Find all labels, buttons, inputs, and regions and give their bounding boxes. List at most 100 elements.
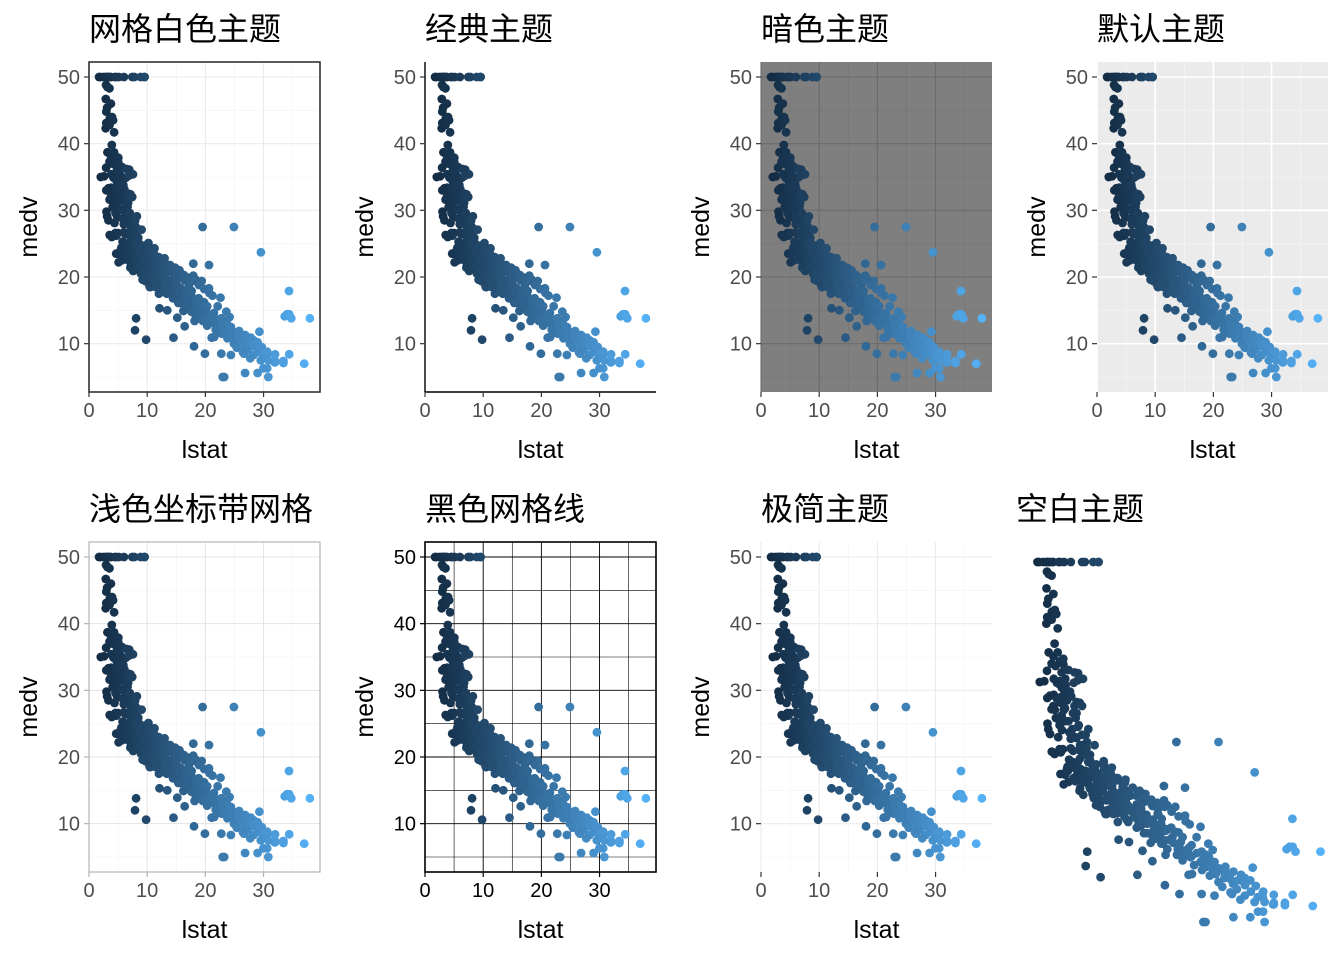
- data-point: [1056, 692, 1066, 702]
- data-point: [1137, 72, 1147, 82]
- data-point: [246, 333, 256, 343]
- data-point: [1174, 285, 1184, 295]
- data-point: [99, 651, 109, 661]
- data-point: [172, 313, 182, 323]
- data-point: [101, 107, 111, 117]
- data-point: [1042, 619, 1051, 628]
- data-point: [1206, 222, 1215, 232]
- x-tick-label: 20: [194, 400, 216, 422]
- data-point: [119, 707, 129, 717]
- data-point: [218, 372, 228, 382]
- data-point: [641, 793, 651, 803]
- data-point: [99, 171, 109, 181]
- y-tick-label: 50: [394, 67, 416, 89]
- data-point: [777, 83, 786, 93]
- data-point: [1203, 839, 1213, 848]
- data-point: [162, 785, 172, 795]
- data-point: [444, 639, 453, 649]
- data-point: [460, 245, 469, 255]
- data-point: [1175, 889, 1184, 899]
- panel-classic-plot: 经典主题 0 10 20 30 10 20 30 40 50 lstat medv: [351, 10, 656, 464]
- data-point: [804, 691, 814, 701]
- data-point: [442, 192, 452, 202]
- data-point: [1109, 123, 1119, 133]
- data-point: [595, 363, 604, 373]
- data-point: [813, 276, 822, 286]
- data-point: [1142, 828, 1152, 838]
- panel-title: 经典主题: [425, 10, 553, 48]
- data-point: [491, 783, 500, 793]
- data-point: [1134, 225, 1144, 235]
- data-point: [1221, 301, 1231, 311]
- data-point: [563, 812, 573, 822]
- data-point: [226, 830, 236, 840]
- data-point: [107, 712, 117, 722]
- data-point: [888, 829, 898, 839]
- data-point: [779, 620, 789, 630]
- data-point: [1213, 288, 1222, 298]
- data-point: [124, 209, 134, 219]
- data-point: [918, 813, 928, 823]
- data-point: [545, 332, 555, 342]
- data-point: [620, 789, 630, 799]
- data-point: [793, 678, 802, 688]
- data-point: [789, 685, 799, 695]
- data-point: [798, 705, 808, 715]
- data-point: [216, 293, 225, 303]
- data-point: [899, 332, 909, 342]
- data-point: [796, 651, 806, 661]
- data-point: [1053, 624, 1063, 633]
- data-point: [1192, 832, 1201, 842]
- data-point: [462, 225, 472, 235]
- data-point: [771, 651, 781, 661]
- data-point: [827, 303, 836, 313]
- data-point: [442, 169, 452, 179]
- data-point: [460, 171, 470, 181]
- data-point: [1110, 207, 1119, 217]
- data-point: [1288, 890, 1298, 900]
- axes: 0 10 20 30 10 20 30 40 50 lstat medv: [1023, 67, 1283, 464]
- data-point: [1053, 732, 1063, 742]
- data-point: [1039, 676, 1049, 686]
- x-tick-label: 20: [1202, 400, 1224, 422]
- y-tick-label: 30: [58, 680, 80, 702]
- data-point: [227, 332, 237, 342]
- data-point: [101, 123, 111, 133]
- data-point: [1138, 325, 1148, 335]
- data-point: [221, 307, 231, 317]
- data-point: [1127, 227, 1137, 237]
- data-point: [774, 687, 783, 697]
- data-point: [453, 205, 463, 215]
- data-point: [467, 793, 477, 803]
- data-point: [956, 829, 966, 839]
- data-point: [139, 255, 149, 265]
- data-point: [620, 309, 630, 319]
- data-point: [162, 305, 172, 315]
- data-point: [438, 687, 447, 697]
- data-point: [833, 759, 843, 769]
- data-point: [778, 169, 788, 179]
- data-point: [890, 852, 900, 862]
- data-point: [776, 695, 785, 705]
- data-point: [1056, 769, 1065, 779]
- data-point: [1109, 107, 1119, 117]
- data-point: [796, 245, 805, 255]
- data-point: [108, 159, 117, 169]
- data-point: [108, 639, 117, 649]
- data-point: [107, 620, 117, 630]
- data-point: [1245, 912, 1255, 922]
- y-tick-label: 10: [394, 814, 416, 836]
- data-point: [124, 651, 134, 661]
- data-point: [465, 552, 475, 562]
- data-point: [115, 649, 125, 659]
- data-point: [935, 852, 945, 862]
- data-point: [592, 727, 602, 737]
- y-tick-label: 20: [58, 747, 80, 769]
- data-point: [1174, 812, 1183, 821]
- data-point: [565, 222, 575, 232]
- data-point: [454, 180, 464, 190]
- data-point: [490, 289, 500, 299]
- x-tick-label: 10: [1144, 400, 1166, 422]
- data-point: [118, 180, 128, 190]
- data-point: [131, 313, 141, 323]
